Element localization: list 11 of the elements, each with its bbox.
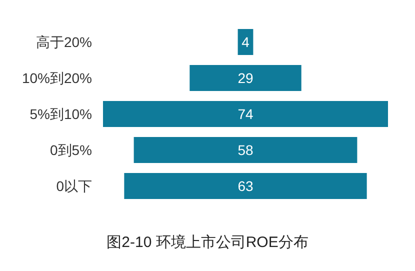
data-label: 29 bbox=[238, 70, 254, 86]
category-label: 5%到10% bbox=[30, 106, 92, 122]
data-label: 58 bbox=[238, 142, 254, 158]
category-label: 0到5% bbox=[50, 142, 92, 158]
data-label: 63 bbox=[238, 178, 254, 194]
category-label: 0以下 bbox=[56, 178, 92, 194]
data-label: 4 bbox=[242, 34, 250, 50]
data-label: 74 bbox=[238, 106, 254, 122]
text: 图2-10 环境上市公司ROE分布 bbox=[106, 234, 308, 251]
category-label: 10%到20% bbox=[22, 70, 92, 86]
category-label: 高于20% bbox=[36, 34, 92, 50]
